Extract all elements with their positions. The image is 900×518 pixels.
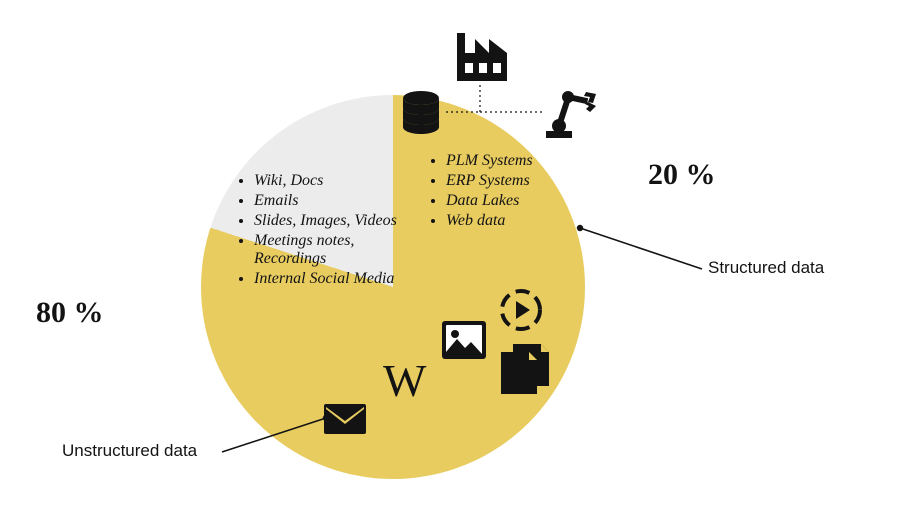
image-icon — [441, 320, 487, 360]
svg-text:W: W — [383, 360, 427, 402]
list-item: Web data — [446, 212, 588, 230]
wikipedia-icon: W — [383, 360, 439, 402]
factory-icon — [455, 33, 509, 81]
label-unstructured: Unstructured data — [62, 441, 197, 461]
list-unstructured: Wiki, Docs Emails Slides, Images, Videos Me… — [236, 170, 406, 290]
database-icon — [399, 90, 443, 134]
infographic-stage: { "chart": { "type": "pie", "center_x": … — [0, 0, 900, 518]
percent-80: 80 % — [36, 296, 104, 330]
list-item: ERP Systems — [446, 172, 588, 190]
list-item: Slides, Images, Videos — [254, 212, 406, 230]
list-item: Data Lakes — [446, 192, 588, 210]
list-structured: PLM Systems ERP Systems Data Lakes Web data — [428, 150, 588, 232]
mail-icon — [324, 404, 366, 434]
list-item: Wiki, Docs — [254, 172, 406, 190]
list-item: Internal Social Media — [254, 270, 406, 288]
play-icon — [499, 288, 543, 332]
list-item: Meetings notes, Recordings — [254, 232, 406, 268]
list-item: PLM Systems — [446, 152, 588, 170]
percent-20: 20 % — [648, 158, 716, 192]
robot-arm-icon — [544, 88, 598, 138]
label-structured: Structured data — [708, 258, 824, 278]
list-item: Emails — [254, 192, 406, 210]
documents-icon — [497, 342, 551, 400]
